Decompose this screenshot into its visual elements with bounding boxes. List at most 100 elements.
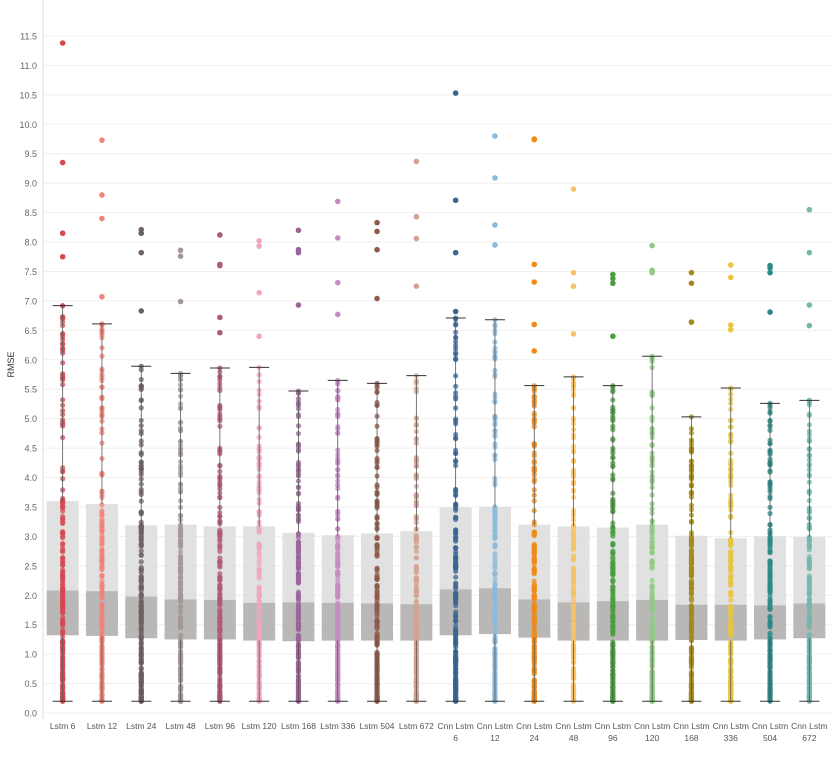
data-point (60, 503, 66, 510)
data-point (60, 530, 66, 536)
outlier-point (570, 186, 577, 192)
x-tick-label: Cnn Lstm (595, 721, 631, 731)
data-point (570, 536, 577, 542)
data-point (570, 552, 577, 559)
data-point (177, 534, 184, 540)
data-point (492, 514, 498, 520)
outlier-point (374, 228, 380, 235)
data-point (453, 574, 459, 580)
data-point (138, 600, 144, 606)
data-point (492, 612, 498, 618)
data-point (217, 548, 223, 555)
series-19: Cnn Lstm 672 (791, 206, 828, 743)
data-point (138, 579, 144, 585)
data-point (570, 620, 577, 627)
outlier-point (688, 280, 695, 287)
data-point (335, 582, 341, 588)
data-point (728, 576, 734, 582)
data-point (99, 582, 105, 588)
data-point (492, 581, 498, 587)
data-point (688, 610, 695, 616)
data-point (99, 551, 105, 558)
data-point (492, 510, 498, 516)
data-point (60, 545, 66, 552)
data-point (492, 528, 498, 534)
data-point (138, 552, 144, 559)
series-7: Lstm 336 (320, 198, 356, 731)
outlier-point (610, 333, 616, 340)
data-point (256, 610, 262, 617)
data-point (335, 575, 341, 582)
y-axis-title: RMSE (6, 351, 16, 377)
data-point (177, 616, 184, 622)
data-point (138, 634, 144, 640)
data-point (138, 593, 144, 599)
data-point (413, 544, 419, 550)
data-point (610, 571, 616, 578)
data-point (649, 527, 655, 533)
data-point (610, 550, 616, 556)
data-point (138, 566, 144, 573)
data-point (60, 520, 66, 527)
data-point (570, 580, 577, 586)
outlier-point (99, 137, 105, 143)
y-tick-label: 0.5 (24, 679, 37, 689)
x-tick-label: 6 (453, 733, 458, 743)
data-point (138, 573, 144, 579)
data-point (453, 626, 459, 633)
data-point (728, 617, 734, 623)
x-tick-label: Lstm 336 (320, 721, 355, 731)
data-point (806, 575, 812, 581)
outlier-point (727, 326, 734, 333)
data-point (99, 556, 105, 562)
data-point (767, 571, 773, 577)
data-point (492, 535, 498, 541)
series-13: Cnn Lstm 48 (555, 186, 592, 743)
data-point (374, 535, 380, 541)
data-point (767, 615, 773, 621)
y-tick-label: 5.5 (24, 385, 37, 395)
data-point (728, 606, 734, 612)
data-point (295, 577, 302, 584)
data-point (610, 631, 616, 638)
data-point (492, 520, 498, 526)
data-point (453, 549, 459, 555)
series-18: Cnn Lstm 504 (752, 262, 788, 743)
data-point (60, 589, 66, 595)
data-point (138, 538, 144, 544)
data-point (531, 544, 537, 550)
y-tick-label: 11.0 (20, 61, 37, 71)
data-point (177, 538, 184, 544)
data-point (728, 597, 734, 603)
outlier-point (570, 269, 577, 276)
data-point (806, 592, 812, 598)
data-point (217, 627, 223, 633)
x-tick-label: Lstm 6 (50, 721, 76, 731)
outlier-point (59, 159, 66, 166)
y-tick-label: 4.5 (24, 444, 37, 454)
outlier-point (531, 279, 538, 285)
outlier-point (767, 269, 773, 276)
data-point (688, 565, 695, 572)
data-point (413, 633, 419, 639)
data-point (60, 623, 66, 629)
outlier-point (99, 215, 105, 222)
data-point (99, 537, 105, 544)
data-point (649, 545, 655, 551)
series-1: Lstm 12 (85, 137, 118, 731)
data-point (60, 517, 66, 523)
data-point (256, 600, 262, 606)
outlier-point (138, 230, 145, 237)
data-point (649, 560, 655, 566)
data-point (217, 586, 223, 592)
data-point (138, 527, 144, 533)
data-point (531, 584, 537, 590)
y-tick-label: 10.5 (19, 90, 37, 100)
x-tick-label: Cnn Lstm (752, 721, 788, 731)
data-point (728, 543, 734, 549)
outlier-point (452, 249, 459, 256)
data-point (335, 621, 341, 628)
outlier-point (177, 298, 184, 305)
data-point (413, 548, 419, 554)
data-point (217, 563, 223, 569)
